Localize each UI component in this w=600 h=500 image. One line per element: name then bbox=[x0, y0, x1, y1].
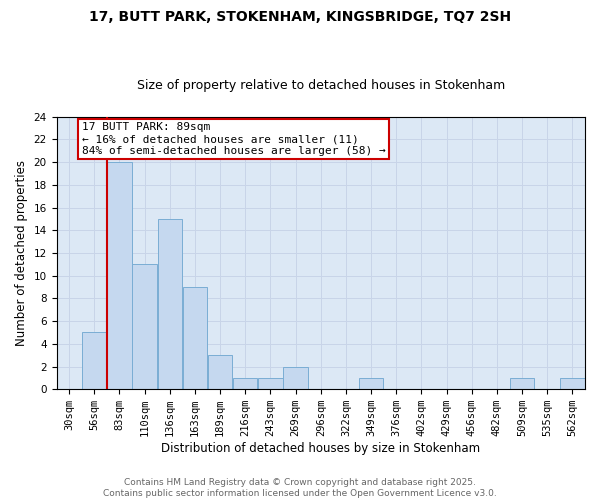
Title: Size of property relative to detached houses in Stokenham: Size of property relative to detached ho… bbox=[137, 79, 505, 92]
Text: 17 BUTT PARK: 89sqm
← 16% of detached houses are smaller (11)
84% of semi-detach: 17 BUTT PARK: 89sqm ← 16% of detached ho… bbox=[82, 122, 385, 156]
Bar bbox=[258, 378, 283, 389]
Bar bbox=[560, 378, 584, 389]
Bar bbox=[208, 355, 232, 389]
Bar bbox=[359, 378, 383, 389]
Bar bbox=[233, 378, 257, 389]
X-axis label: Distribution of detached houses by size in Stokenham: Distribution of detached houses by size … bbox=[161, 442, 481, 455]
Bar bbox=[82, 332, 106, 389]
Text: 17, BUTT PARK, STOKENHAM, KINGSBRIDGE, TQ7 2SH: 17, BUTT PARK, STOKENHAM, KINGSBRIDGE, T… bbox=[89, 10, 511, 24]
Bar bbox=[158, 219, 182, 389]
Bar bbox=[107, 162, 131, 389]
Bar bbox=[133, 264, 157, 389]
Y-axis label: Number of detached properties: Number of detached properties bbox=[15, 160, 28, 346]
Bar bbox=[183, 287, 207, 389]
Text: Contains HM Land Registry data © Crown copyright and database right 2025.
Contai: Contains HM Land Registry data © Crown c… bbox=[103, 478, 497, 498]
Bar bbox=[510, 378, 534, 389]
Bar bbox=[283, 366, 308, 389]
